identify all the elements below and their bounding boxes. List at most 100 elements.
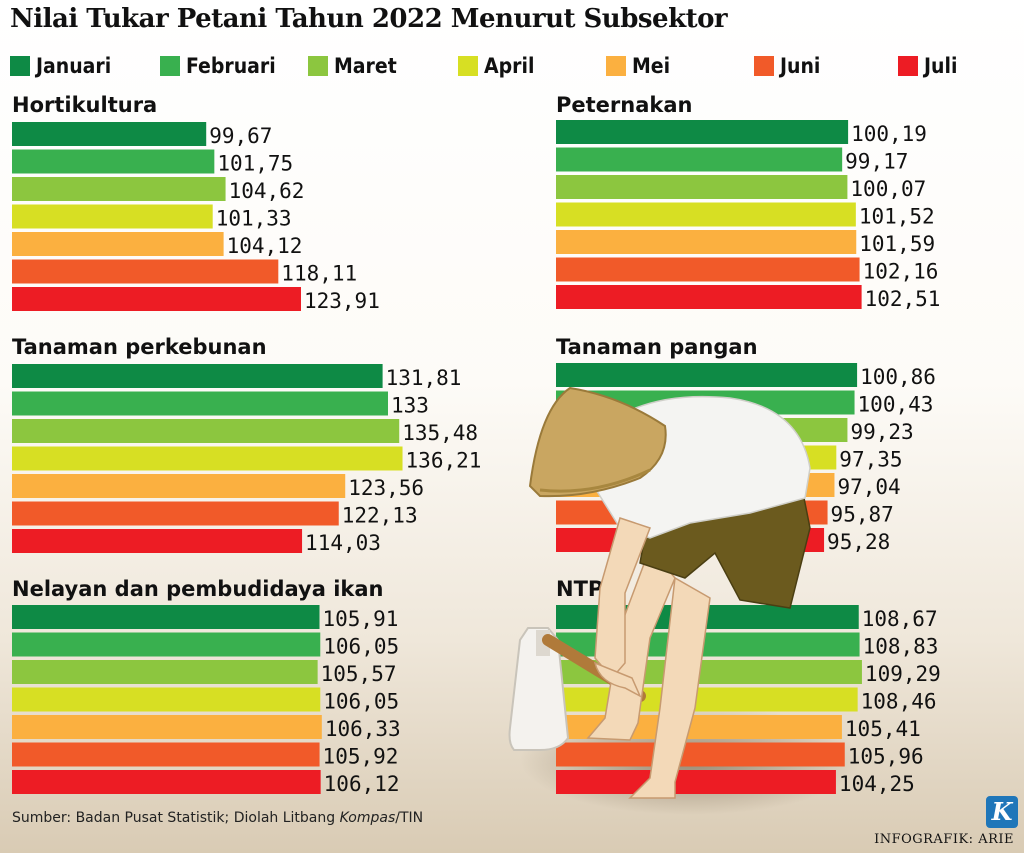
farmer-illustration [508, 386, 811, 799]
bar-value-label: 108,83 [863, 635, 939, 659]
legend-swatch [308, 56, 328, 76]
panel-0: Hortikultura 99,67 101,75 104,62 101,33 104,1… [12, 93, 380, 313]
bar-januari [556, 120, 849, 144]
legend-item-april: April [458, 52, 534, 80]
legend-label: Mei [632, 54, 671, 78]
legend-swatch [160, 56, 180, 76]
bar-value-label: 101,33 [216, 207, 292, 231]
legend-label: Januari [36, 54, 112, 78]
bar-value-label: 100,86 [860, 365, 936, 389]
bar-value-label: 135,48 [402, 421, 478, 445]
bar-februari [12, 391, 388, 416]
legend-label: Februari [186, 54, 276, 78]
bar-juni [556, 742, 845, 767]
legend-label: Juni [780, 54, 821, 78]
bar-juli [556, 770, 836, 794]
bar-value-label: 109,29 [865, 662, 941, 686]
panel-title: Peternakan [556, 93, 692, 117]
bar-value-label: 105,96 [848, 745, 924, 769]
credit-line: INFOGRAFIK: ARIE [874, 832, 1014, 847]
bar-juli [12, 770, 321, 794]
legend-label: April [484, 54, 535, 78]
bar-januari [12, 364, 383, 388]
bar-april [12, 687, 321, 712]
bar-value-label: 123,56 [348, 476, 424, 500]
bar-value-label: 101,59 [859, 232, 935, 256]
bar-mei [12, 474, 346, 498]
bar-value-label: 106,33 [325, 717, 401, 741]
bar-value-label: 100,07 [850, 177, 926, 201]
bar-juni [12, 742, 320, 767]
bar-januari [12, 122, 207, 146]
legend-label: Juli [924, 54, 958, 78]
legend-swatch [458, 56, 478, 76]
legend-item-juli: Juli [898, 52, 957, 80]
bar-value-label: 99,17 [845, 150, 908, 174]
bar-maret [556, 175, 848, 199]
bar-value-label: 131,81 [386, 366, 462, 390]
legend-swatch [754, 56, 774, 76]
panel-4: Nelayan dan pembudidaya ikan 105,91 106,05… [12, 577, 401, 796]
chart-title: Nilai Tukar Petani Tahun 2022 Menurut Su… [10, 4, 728, 34]
bar-value-label: 105,92 [323, 745, 399, 769]
bar-juni [12, 259, 279, 284]
panel-title: Nelayan dan pembudidaya ikan [12, 577, 384, 601]
panel-title: NTP [556, 577, 603, 601]
bar-februari [12, 632, 321, 657]
bar-value-label: 99,23 [850, 420, 913, 444]
bar-value-label: 118,11 [281, 262, 357, 286]
bar-februari [12, 149, 215, 174]
legend-item-mei: Mei [606, 52, 670, 80]
bar-value-label: 105,91 [323, 607, 399, 631]
source-suffix: /TIN [395, 810, 424, 826]
bar-value-label: 104,12 [227, 234, 303, 258]
bar-juli [556, 285, 862, 309]
bar-value-label: 104,25 [839, 772, 915, 796]
panel-title: Tanaman pangan [556, 335, 758, 359]
bar-value-label: 99,67 [209, 124, 272, 148]
source-note: Sumber: Badan Pusat Statistik; Diolah Li… [12, 810, 423, 826]
legend-swatch [10, 56, 30, 76]
panel-title: Tanaman perkebunan [12, 335, 267, 359]
bar-value-label: 122,13 [342, 504, 418, 528]
bar-januari [12, 605, 320, 629]
bar-value-label: 104,62 [229, 179, 305, 203]
bar-value-label: 114,03 [305, 531, 381, 555]
bar-value-label: 105,41 [845, 717, 921, 741]
bar-maret [12, 660, 318, 684]
legend-label: Maret [334, 54, 397, 78]
bar-value-label: 105,57 [321, 662, 397, 686]
source-text: Sumber: Badan Pusat Statistik; Diolah Li… [12, 810, 340, 826]
legend-swatch [606, 56, 626, 76]
bar-juni [12, 501, 339, 526]
bar-juli [12, 529, 303, 553]
bar-value-label: 101,52 [859, 205, 935, 229]
legend-item-juni: Juni [754, 52, 820, 80]
legend-item-januari: Januari [10, 52, 111, 80]
bar-april [556, 202, 856, 227]
panel-1: Peternakan 100,19 99,17 100,07 101,52 101,59 1… [556, 93, 940, 311]
bar-april [12, 446, 403, 471]
bar-mei [12, 715, 322, 739]
bar-value-label: 100,19 [851, 122, 927, 146]
bar-value-label: 106,05 [323, 690, 399, 714]
kompas-logo: K [986, 796, 1018, 828]
bar-mei [12, 232, 224, 256]
bar-maret [12, 177, 226, 201]
bar-value-label: 100,43 [858, 393, 934, 417]
bar-value-label: 133 [391, 394, 429, 418]
panel-2: Tanaman perkebunan 131,81 133 135,48 136,21 1… [12, 335, 481, 555]
legend-swatch [898, 56, 918, 76]
bar-value-label: 97,35 [839, 448, 902, 472]
bar-januari [556, 363, 858, 387]
bar-juni [556, 257, 860, 282]
bar-value-label: 95,87 [831, 503, 894, 527]
bar-februari [556, 147, 843, 172]
legend-item-maret: Maret [308, 52, 397, 80]
bar-value-label: 123,91 [304, 289, 380, 313]
bar-value-label: 95,28 [827, 530, 890, 554]
bar-juli [12, 287, 301, 311]
source-publication: Kompas [339, 810, 396, 826]
bar-value-label: 101,75 [217, 152, 293, 176]
legend: Januari Februari Maret April Mei Juni Juli [0, 52, 1024, 80]
